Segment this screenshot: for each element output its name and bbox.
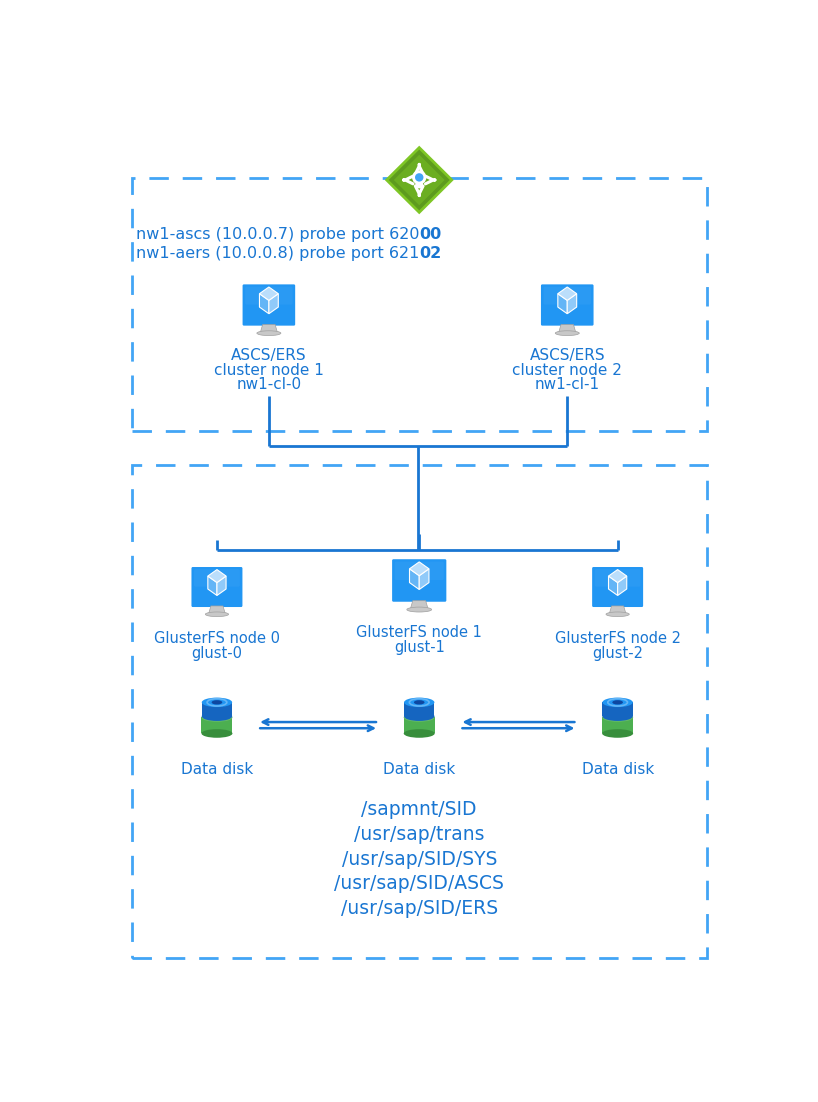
Text: glust-0: glust-0	[191, 646, 242, 661]
Text: GlusterFS node 2: GlusterFS node 2	[555, 631, 681, 647]
Ellipse shape	[602, 698, 633, 707]
Ellipse shape	[602, 713, 633, 722]
Text: glust-2: glust-2	[592, 646, 643, 661]
Polygon shape	[410, 569, 420, 590]
Polygon shape	[410, 562, 429, 575]
Polygon shape	[559, 325, 576, 333]
Ellipse shape	[602, 712, 633, 721]
FancyBboxPatch shape	[591, 565, 645, 608]
Polygon shape	[618, 576, 627, 595]
FancyBboxPatch shape	[201, 717, 232, 734]
FancyBboxPatch shape	[391, 558, 447, 603]
Polygon shape	[259, 294, 269, 314]
Polygon shape	[609, 570, 627, 583]
FancyBboxPatch shape	[602, 717, 633, 734]
Ellipse shape	[202, 712, 232, 721]
Circle shape	[416, 181, 423, 188]
Text: nw1-aers (10.0.0.8) probe port 621: nw1-aers (10.0.0.8) probe port 621	[136, 247, 420, 261]
Polygon shape	[558, 287, 577, 301]
Polygon shape	[209, 606, 226, 614]
FancyBboxPatch shape	[602, 702, 633, 716]
FancyBboxPatch shape	[404, 717, 434, 734]
Polygon shape	[609, 576, 618, 595]
Text: /usr/sap/SID/ERS: /usr/sap/SID/ERS	[340, 899, 498, 918]
Circle shape	[415, 173, 424, 182]
FancyBboxPatch shape	[191, 565, 244, 608]
Text: ASCS/ERS: ASCS/ERS	[529, 348, 605, 363]
Ellipse shape	[404, 698, 434, 707]
Polygon shape	[387, 148, 452, 213]
Ellipse shape	[201, 713, 232, 722]
Ellipse shape	[613, 700, 623, 704]
Ellipse shape	[201, 730, 232, 737]
Text: nw1-ascs (10.0.0.7) probe port 620: nw1-ascs (10.0.0.7) probe port 620	[136, 227, 420, 242]
FancyBboxPatch shape	[202, 702, 232, 716]
Text: Data disk: Data disk	[383, 763, 456, 777]
Text: Data disk: Data disk	[181, 763, 253, 777]
Ellipse shape	[602, 730, 633, 737]
Text: nw1-cl-1: nw1-cl-1	[535, 377, 600, 392]
Ellipse shape	[606, 612, 629, 617]
Circle shape	[412, 171, 426, 184]
Text: nw1-cl-0: nw1-cl-0	[236, 377, 302, 392]
Polygon shape	[410, 601, 429, 609]
Text: /usr/sap/trans: /usr/sap/trans	[354, 825, 484, 844]
Text: GlusterFS node 1: GlusterFS node 1	[357, 625, 482, 640]
Ellipse shape	[205, 612, 228, 617]
Ellipse shape	[407, 607, 432, 612]
Text: GlusterFS node 0: GlusterFS node 0	[154, 631, 280, 647]
FancyBboxPatch shape	[245, 287, 293, 304]
FancyBboxPatch shape	[544, 287, 591, 304]
Text: Data disk: Data disk	[582, 763, 654, 777]
Polygon shape	[208, 570, 226, 583]
Ellipse shape	[404, 712, 434, 721]
Text: 00: 00	[420, 227, 442, 242]
FancyBboxPatch shape	[404, 702, 434, 716]
Polygon shape	[558, 294, 567, 314]
Bar	[418, 177, 420, 184]
Polygon shape	[420, 569, 429, 590]
Ellipse shape	[404, 713, 434, 722]
Polygon shape	[259, 287, 278, 301]
Polygon shape	[269, 294, 278, 314]
Text: glust-1: glust-1	[393, 640, 445, 655]
Text: cluster node 2: cluster node 2	[512, 363, 622, 378]
Polygon shape	[609, 606, 626, 614]
Text: ASCS/ERS: ASCS/ERS	[231, 348, 307, 363]
Ellipse shape	[555, 331, 579, 336]
Polygon shape	[217, 576, 226, 595]
Text: cluster node 1: cluster node 1	[214, 363, 324, 378]
Polygon shape	[567, 294, 577, 314]
FancyBboxPatch shape	[595, 570, 640, 586]
Text: /usr/sap/SID/ASCS: /usr/sap/SID/ASCS	[335, 874, 504, 894]
FancyBboxPatch shape	[395, 562, 443, 580]
Ellipse shape	[202, 698, 232, 707]
Text: /usr/sap/SID/SYS: /usr/sap/SID/SYS	[342, 850, 497, 868]
Ellipse shape	[414, 700, 425, 704]
Text: 02: 02	[420, 247, 442, 261]
Polygon shape	[393, 154, 445, 205]
Polygon shape	[208, 576, 217, 595]
Bar	[132, 465, 707, 958]
Ellipse shape	[404, 730, 434, 737]
Text: /sapmnt/SID: /sapmnt/SID	[362, 800, 477, 820]
Polygon shape	[260, 325, 277, 333]
FancyBboxPatch shape	[194, 570, 240, 586]
FancyBboxPatch shape	[241, 283, 296, 327]
Ellipse shape	[257, 331, 281, 336]
FancyBboxPatch shape	[540, 283, 595, 327]
Bar	[132, 179, 707, 431]
Ellipse shape	[212, 700, 222, 704]
